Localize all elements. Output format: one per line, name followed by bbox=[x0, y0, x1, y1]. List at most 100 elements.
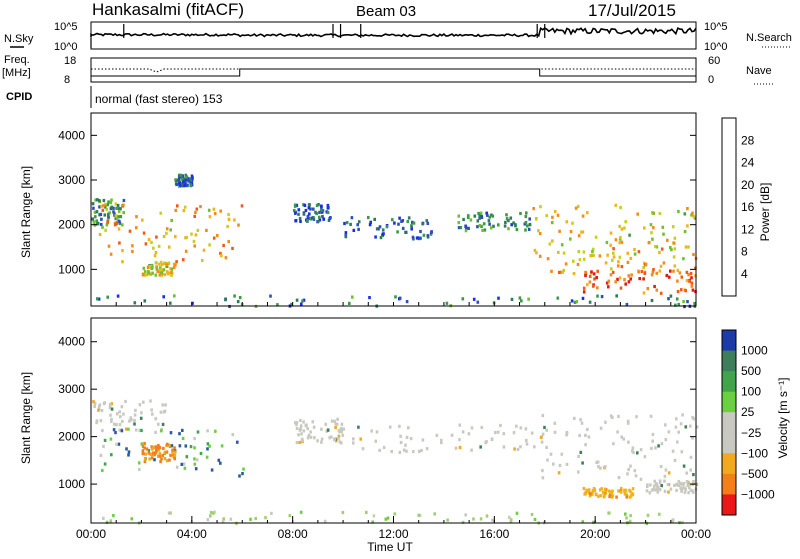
heatmap-cell bbox=[524, 228, 527, 232]
heatmap-cell bbox=[553, 209, 557, 214]
heatmap-cell bbox=[676, 279, 679, 283]
heatmap-cell bbox=[120, 405, 124, 409]
heatmap-cell bbox=[689, 424, 692, 428]
heatmap-cell bbox=[490, 213, 493, 217]
heatmap-cell bbox=[295, 441, 299, 445]
heatmap-cell bbox=[122, 211, 125, 215]
heatmap-cell bbox=[612, 247, 615, 251]
heatmap-cell bbox=[109, 201, 112, 205]
heatmap-cell bbox=[151, 412, 154, 416]
heatmap-cell bbox=[422, 233, 426, 237]
heatmap-cell bbox=[306, 436, 310, 440]
heatmap-cell bbox=[606, 253, 609, 257]
heatmap-cell bbox=[602, 491, 605, 495]
heatmap-cell bbox=[314, 210, 317, 214]
heatmap-cell bbox=[503, 224, 507, 228]
heatmap-cell bbox=[180, 462, 184, 466]
heatmap-cell bbox=[95, 419, 99, 423]
heatmap-cell bbox=[238, 474, 241, 478]
heatmap-cell bbox=[642, 266, 645, 270]
heatmap-cell bbox=[633, 252, 637, 256]
heatmap-cell bbox=[334, 425, 337, 430]
heatmap-cell bbox=[658, 211, 662, 216]
heatmap-cell bbox=[150, 267, 153, 271]
heatmap-cell bbox=[691, 211, 694, 215]
heatmap-cell bbox=[419, 236, 422, 240]
heatmap-cell bbox=[386, 516, 390, 520]
heatmap-cell bbox=[184, 173, 188, 177]
heatmap-cell bbox=[102, 204, 105, 208]
heatmap-cell bbox=[181, 182, 185, 186]
heatmap-cell bbox=[482, 222, 486, 226]
heatmap-cell bbox=[97, 297, 101, 301]
colorbar-tick-label: 4 bbox=[741, 267, 748, 281]
heatmap-cell bbox=[189, 445, 193, 449]
heatmap-cell bbox=[374, 235, 377, 239]
heatmap-cell bbox=[695, 482, 699, 486]
heatmap-cell bbox=[626, 472, 629, 476]
freq-trace bbox=[91, 68, 696, 73]
heatmap-cell bbox=[518, 296, 522, 300]
heatmap-cell bbox=[173, 453, 177, 457]
heatmap-cell bbox=[645, 489, 649, 493]
x-tick-label: 08:00 bbox=[278, 527, 308, 541]
heatmap-cell bbox=[292, 209, 296, 213]
heatmap-cell bbox=[682, 481, 686, 486]
heatmap-cell bbox=[638, 277, 641, 281]
heatmap-cell bbox=[118, 220, 121, 224]
heatmap-cell bbox=[619, 235, 622, 240]
heatmap-cell bbox=[651, 237, 654, 241]
heatmap-cell bbox=[584, 443, 587, 447]
heatmap-cell bbox=[311, 420, 315, 424]
heatmap-cell bbox=[148, 457, 151, 461]
heatmap-cell bbox=[584, 273, 587, 278]
heatmap-cell bbox=[677, 302, 680, 307]
heatmap-cell bbox=[497, 296, 500, 300]
nsearch-label: N.Search bbox=[746, 32, 792, 44]
heatmap-cell bbox=[664, 438, 668, 442]
heatmap-cell bbox=[669, 487, 673, 491]
heatmap-cell bbox=[658, 512, 661, 516]
heatmap-cell bbox=[107, 244, 111, 248]
heatmap-cell bbox=[175, 260, 178, 264]
heatmap-cell bbox=[325, 429, 328, 433]
heatmap-cell bbox=[505, 217, 509, 221]
heatmap-cell bbox=[299, 219, 302, 223]
heatmap-cell bbox=[147, 237, 151, 242]
heatmap-cell bbox=[686, 207, 689, 211]
heatmap-cell bbox=[673, 247, 677, 251]
heatmap-cell bbox=[515, 228, 519, 232]
heatmap-cell bbox=[170, 218, 173, 223]
heatmap-cell bbox=[131, 249, 134, 254]
heatmap-cell bbox=[178, 444, 182, 448]
colorbar-segment bbox=[722, 330, 736, 352]
heatmap-cell bbox=[525, 442, 529, 446]
heatmap-cell bbox=[616, 430, 619, 434]
heatmap-cell bbox=[488, 215, 491, 219]
heatmap-cell bbox=[391, 218, 394, 222]
heatmap-cell bbox=[582, 250, 586, 254]
heatmap-cell bbox=[93, 210, 97, 214]
colorbar-tick-label: −100 bbox=[741, 446, 768, 460]
heatmap-cell bbox=[309, 217, 312, 221]
heatmap-cell bbox=[306, 217, 310, 221]
heatmap-cell bbox=[160, 457, 163, 461]
heatmap-cell bbox=[165, 459, 169, 463]
heatmap-cell bbox=[299, 510, 303, 514]
heatmap-cell bbox=[206, 442, 210, 446]
heatmap-cell bbox=[174, 208, 177, 212]
heatmap-cell bbox=[318, 218, 322, 222]
heatmap-cell bbox=[677, 479, 681, 484]
heatmap-cell bbox=[189, 184, 192, 188]
heatmap-cell bbox=[564, 262, 568, 266]
velocity-colorbar: 1000 500 100 25 −25 −100 −500 −1000 bbox=[721, 329, 775, 516]
heatmap-cell bbox=[127, 453, 130, 457]
heatmap-cell bbox=[373, 217, 376, 221]
heatmap-cell bbox=[572, 259, 575, 263]
heatmap-cell bbox=[486, 213, 489, 217]
heatmap-cell bbox=[343, 221, 346, 226]
heatmap-cell bbox=[629, 277, 632, 281]
heatmap-cell bbox=[240, 204, 244, 208]
heatmap-cell bbox=[649, 483, 652, 487]
heatmap-cell bbox=[694, 266, 697, 270]
